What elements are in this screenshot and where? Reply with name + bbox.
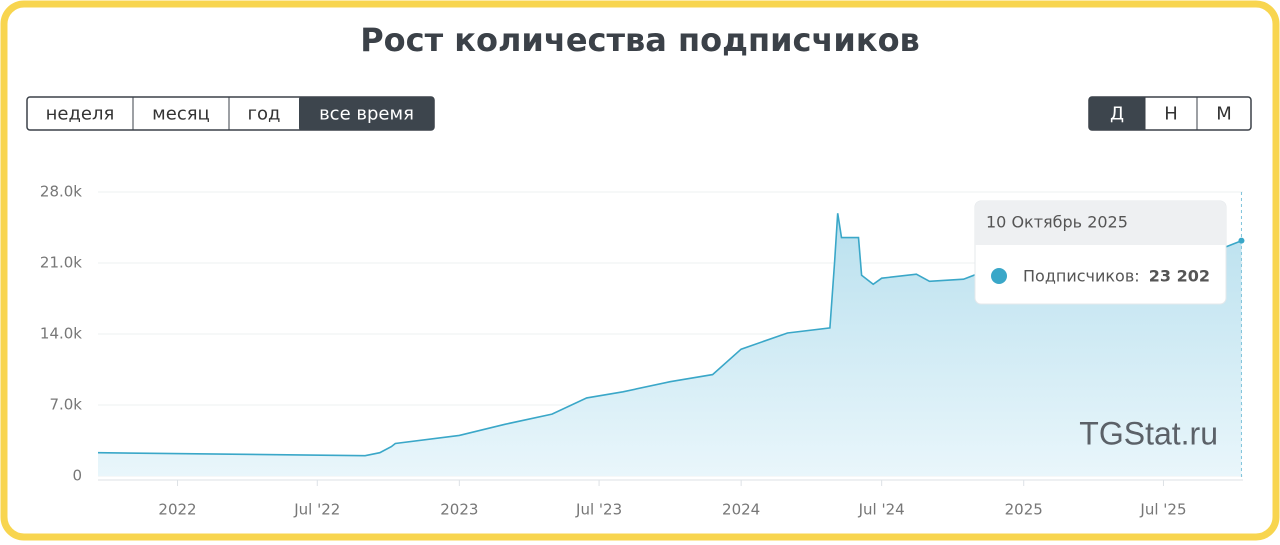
x-tick-label: Jul '24 <box>858 501 905 519</box>
x-tick-label: 2024 <box>722 501 760 519</box>
button-active <box>299 97 434 130</box>
button-label[interactable]: Н <box>1164 104 1178 125</box>
y-tick-label: 7.0k <box>49 396 82 414</box>
x-tick-label: 2025 <box>1005 501 1043 519</box>
y-tick-label: 0 <box>72 467 82 485</box>
button-active <box>1089 97 1145 130</box>
tooltip-label: Подписчиков: <box>1023 267 1140 286</box>
button-label[interactable]: год <box>248 104 281 125</box>
button-label[interactable]: все время <box>319 104 414 125</box>
y-tick-label: 28.0k <box>40 183 82 201</box>
chart-title: Рост количества подписчиков <box>360 21 920 59</box>
hover-point <box>1238 237 1245 244</box>
tooltip-date: 10 Октябрь 2025 <box>986 213 1128 232</box>
button-label[interactable]: М <box>1216 104 1232 125</box>
x-tick-label: 2023 <box>440 501 478 519</box>
tooltip-header <box>975 201 1226 245</box>
x-tick-label: 2022 <box>158 501 196 519</box>
x-tick-label: Jul '22 <box>293 501 340 519</box>
tooltip-value: 23 202 <box>1149 267 1210 286</box>
x-tick-label: Jul '23 <box>575 501 622 519</box>
y-tick-label: 14.0k <box>40 325 82 343</box>
button-label[interactable]: Д <box>1110 104 1124 125</box>
button-label[interactable]: неделя <box>46 104 115 125</box>
watermark: TGStat.ru <box>1079 415 1218 451</box>
y-tick-label: 21.0k <box>40 254 82 272</box>
tooltip-dot <box>991 268 1007 284</box>
x-tick-label: Jul '25 <box>1139 501 1186 519</box>
button-label[interactable]: месяц <box>152 104 210 125</box>
line <box>97 213 1242 457</box>
area <box>98 213 1242 477</box>
